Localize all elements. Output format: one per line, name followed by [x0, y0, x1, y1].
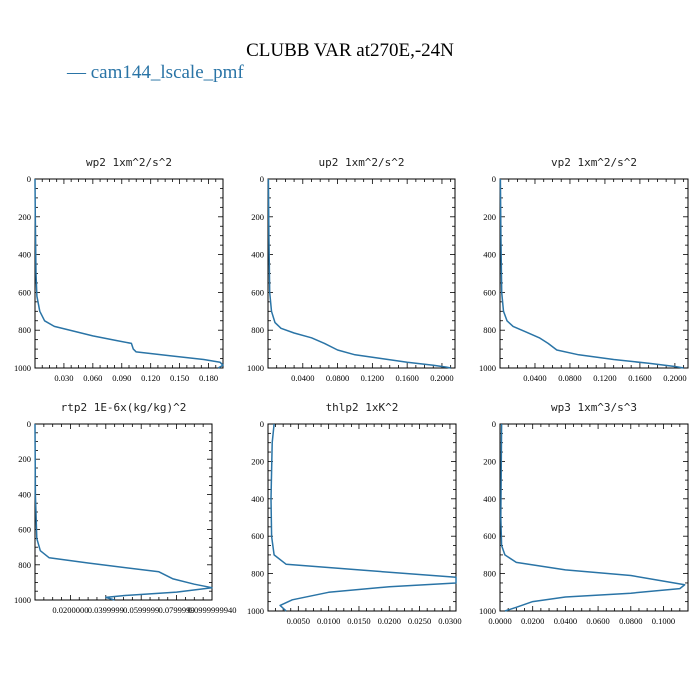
y-tick-label: 200	[18, 454, 31, 464]
y-tick-label: 0	[260, 174, 264, 184]
y-tick-label: 400	[251, 494, 264, 504]
x-tick-label: 0.0100	[317, 616, 340, 626]
x-tick-label: 0.1600	[395, 373, 418, 383]
x-tick-label: 0.0050	[287, 616, 310, 626]
x-tick-label: 0.1200	[361, 373, 384, 383]
y-tick-label: 600	[251, 287, 264, 297]
x-tick-label: 0.0400	[291, 373, 314, 383]
series-line	[270, 423, 457, 612]
panel-4: rtp2 1E-6x(kg/kg)^2 0 200 400 600 800 1000 0.02…	[14, 401, 236, 615]
x-tick-label: 0.150	[170, 373, 189, 383]
panel-1: wp2 1xm^2/s^2 0 200 400 600 800 1000 0.030 0.060…	[14, 156, 224, 383]
y-tick-label: 800	[18, 560, 31, 570]
y-tick-label: 400	[18, 489, 31, 499]
x-tick-label: 0.0400	[554, 616, 577, 626]
chart-panels: wp2 1xm^2/s^2 0 200 400 600 800 1000 0.030 0.060…	[14, 156, 689, 626]
x-tick-label: 0.2000	[430, 373, 453, 383]
x-tick-label: 0.2000	[663, 373, 686, 383]
y-tick-label: 1000	[247, 363, 264, 373]
x-tick-label: 0.1000	[652, 616, 675, 626]
plot-frame	[499, 178, 689, 369]
series-line	[500, 423, 686, 612]
y-tick-label: 400	[483, 494, 496, 504]
y-tick-label: 600	[251, 531, 264, 541]
panel-2: up2 1xm^2/s^2 0 200 400 600 800 1000 0.0400 0.08…	[247, 156, 456, 383]
y-tick-label: 0	[27, 174, 31, 184]
y-tick-label: 800	[483, 325, 496, 335]
x-tick-label: 0.0200	[378, 616, 401, 626]
panel-5: thlp2 1xK^2 0 200 400 600 800 1000 0.0050 0.0100…	[247, 401, 462, 626]
x-tick-label: 0.0799999	[159, 605, 195, 615]
x-tick-label: 0.1200	[593, 373, 616, 383]
y-tick-label: 200	[483, 456, 496, 466]
x-tick-label: 0.0000	[488, 616, 511, 626]
panel-title: wp2 1xm^2/s^2	[86, 156, 172, 169]
y-tick-label: 0	[27, 419, 31, 429]
x-tick-label: 0.0600	[586, 616, 609, 626]
y-tick-label: 0	[492, 419, 496, 429]
y-tick-label: 400	[251, 250, 264, 260]
y-tick-label: 600	[18, 525, 31, 535]
series-line	[34, 423, 213, 601]
x-tick-label: 0.0800	[326, 373, 349, 383]
plot-frame	[34, 178, 224, 369]
x-tick-label: 0.0999999940	[188, 605, 237, 615]
plot-frame	[267, 178, 456, 369]
x-tick-label: 0.1600	[628, 373, 651, 383]
x-tick-label: 0.030	[54, 373, 73, 383]
y-tick-label: 1000	[247, 606, 264, 616]
x-tick-label: 0.0200000	[52, 605, 88, 615]
x-tick-label: 0.0400	[523, 373, 546, 383]
series-line	[34, 178, 224, 369]
series-line	[499, 178, 684, 369]
x-tick-label: 0.060	[83, 373, 102, 383]
y-tick-label: 400	[483, 250, 496, 260]
panel-3: vp2 1xm^2/s^2 0 200 400 600 800 1000 0.0400 0.08…	[479, 156, 689, 383]
legend-entry: — cam144_lscale_pmf	[66, 62, 244, 83]
y-tick-label: 200	[251, 212, 264, 222]
x-tick-label: 0.120	[141, 373, 160, 383]
y-tick-label: 0	[260, 419, 264, 429]
y-tick-label: 800	[251, 325, 264, 335]
x-tick-label: 0.0399999	[88, 605, 124, 615]
y-tick-label: 1000	[479, 363, 496, 373]
x-tick-label: 0.0300	[438, 616, 461, 626]
plot-frame	[34, 423, 213, 601]
y-tick-label: 600	[483, 531, 496, 541]
x-tick-label: 0.0800	[558, 373, 581, 383]
x-tick-label: 0.0250	[408, 616, 431, 626]
panel-title: thlp2 1xK^2	[326, 401, 399, 414]
x-tick-label: 0.0800	[619, 616, 642, 626]
y-tick-label: 1000	[14, 595, 31, 605]
y-tick-label: 200	[251, 456, 264, 466]
plot-frame	[499, 423, 689, 612]
x-tick-label: 0.0599999	[123, 605, 159, 615]
panel-title: vp2 1xm^2/s^2	[551, 156, 637, 169]
y-tick-label: 200	[483, 212, 496, 222]
y-tick-label: 0	[492, 174, 496, 184]
panel-title: rtp2 1E-6x(kg/kg)^2	[61, 401, 187, 414]
x-tick-label: 0.090	[112, 373, 131, 383]
y-tick-label: 800	[18, 325, 31, 335]
y-tick-label: 1000	[14, 363, 31, 373]
figure-title: CLUBB VAR at270E,-24N	[246, 40, 454, 61]
y-tick-label: 1000	[479, 606, 496, 616]
y-tick-label: 200	[18, 212, 31, 222]
y-tick-label: 400	[18, 250, 31, 260]
panel-title: wp3 1xm^3/s^3	[551, 401, 637, 414]
x-tick-label: 0.0200	[521, 616, 544, 626]
series-line	[267, 178, 451, 369]
x-tick-label: 0.180	[199, 373, 218, 383]
y-tick-label: 600	[483, 287, 496, 297]
y-tick-label: 800	[483, 569, 496, 579]
y-tick-label: 600	[18, 287, 31, 297]
x-tick-label: 0.0150	[347, 616, 370, 626]
panel-title: up2 1xm^2/s^2	[318, 156, 404, 169]
y-tick-label: 800	[251, 569, 264, 579]
plot-frame	[267, 423, 457, 612]
